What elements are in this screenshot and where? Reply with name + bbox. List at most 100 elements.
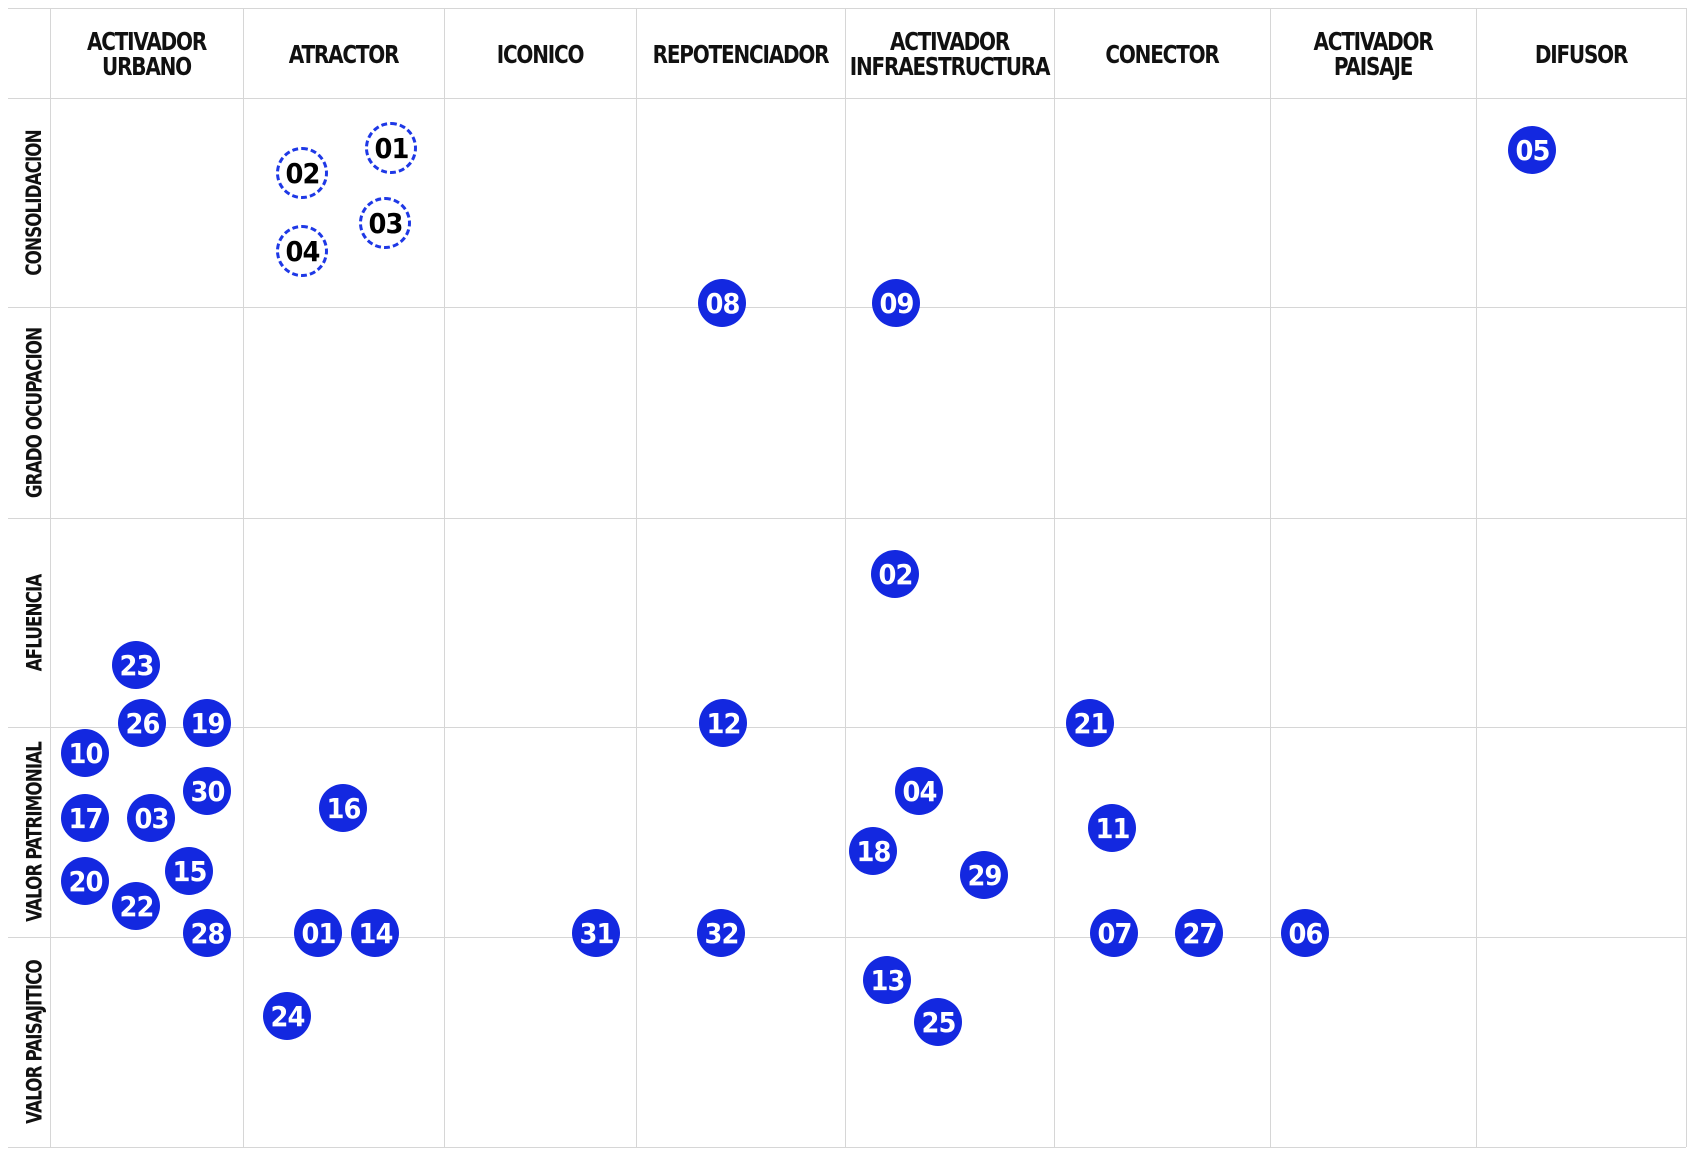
marker-label: 20	[67, 864, 103, 898]
column-header: ICONICO	[496, 39, 585, 69]
grid-vline	[845, 8, 846, 1147]
grid-hline	[8, 98, 1686, 99]
grid-vline	[1686, 8, 1687, 1147]
marker: 29	[960, 851, 1008, 899]
marker-label: 02	[877, 557, 913, 591]
marker-label: 02	[284, 156, 320, 190]
marker: 05	[1508, 126, 1556, 174]
grid-hline	[8, 8, 1686, 9]
marker-label: 12	[705, 706, 741, 740]
grid-vline	[1270, 8, 1271, 1147]
marker-label: 13	[869, 963, 905, 997]
marker: 16	[319, 784, 367, 832]
row-header-label: VALOR PAISAJITICO	[22, 960, 46, 1124]
marker-label: 27	[1181, 916, 1217, 950]
marker-label: 14	[357, 916, 393, 950]
row-header-label: GRADO OCUPACION	[22, 327, 47, 498]
marker: 20	[61, 857, 109, 905]
marker: 28	[183, 909, 231, 957]
grid-vline	[636, 8, 637, 1147]
grid-vline	[444, 8, 445, 1147]
marker: 03	[127, 794, 175, 842]
marker-label: 16	[325, 791, 361, 825]
grid-vline	[1476, 8, 1477, 1147]
marker: 01	[294, 909, 342, 957]
grid-hline	[8, 1147, 1686, 1148]
column-header: ATRACTOR	[288, 39, 400, 69]
marker-label: 17	[67, 801, 103, 835]
marker-label: 01	[373, 131, 409, 165]
grid-hline	[8, 727, 1686, 728]
marker-label: 31	[578, 916, 614, 950]
column-header: ACTIVADOR URBANO	[86, 27, 207, 81]
marker: 02	[871, 550, 919, 598]
column-header: REPOTENCIADOR	[652, 39, 830, 69]
marker: 09	[872, 279, 920, 327]
marker-label: 03	[133, 801, 169, 835]
marker: 17	[61, 794, 109, 842]
column-header: DIFUSOR	[1534, 39, 1629, 69]
row-header-label: AFLUENCIA	[22, 574, 47, 671]
marker-label: 08	[704, 286, 740, 320]
marker-label: 18	[855, 834, 891, 868]
marker-label: 25	[920, 1005, 956, 1039]
grid-vline	[243, 8, 244, 1147]
dashed-marker: 03	[359, 197, 411, 249]
marker-label: 10	[67, 736, 103, 770]
dashed-marker: 01	[365, 122, 417, 174]
marker-label: 24	[269, 999, 305, 1033]
marker: 07	[1090, 909, 1138, 957]
marker-label: 04	[284, 234, 320, 268]
marker: 19	[183, 699, 231, 747]
marker-label: 23	[118, 648, 154, 682]
marker-label: 11	[1094, 811, 1130, 845]
marker-label: 19	[189, 706, 225, 740]
marker-label: 05	[1514, 133, 1550, 167]
dashed-marker: 04	[276, 225, 328, 277]
marker-label: 03	[367, 206, 403, 240]
marker: 31	[572, 909, 620, 957]
marker: 08	[698, 279, 746, 327]
marker-label: 04	[901, 774, 937, 808]
marker-label: 26	[124, 706, 160, 740]
marker-label: 06	[1287, 916, 1323, 950]
marker: 14	[351, 909, 399, 957]
marker: 04	[895, 767, 943, 815]
row-header-label: CONSOLIDACION	[22, 129, 46, 276]
marker: 21	[1066, 699, 1114, 747]
marker-label: 01	[300, 916, 336, 950]
marker: 26	[118, 699, 166, 747]
column-header: ACTIVADOR PAISAJE	[1313, 27, 1433, 81]
marker-label: 30	[189, 774, 225, 808]
marker-label: 22	[118, 889, 154, 923]
marker-label: 32	[703, 916, 739, 950]
marker: 13	[863, 956, 911, 1004]
marker: 15	[165, 847, 213, 895]
marker: 06	[1281, 909, 1329, 957]
grid-hline	[8, 307, 1686, 308]
grid-hline	[8, 937, 1686, 938]
marker: 23	[112, 641, 160, 689]
dashed-marker: 02	[276, 147, 328, 199]
row-header-label: VALOR PATRIMONIAL	[22, 742, 46, 922]
marker: 10	[61, 729, 109, 777]
grid-vline	[50, 8, 51, 1147]
column-header: CONECTOR	[1105, 39, 1219, 69]
grid-hline	[8, 518, 1686, 519]
marker: 32	[697, 909, 745, 957]
marker-label: 15	[171, 854, 207, 888]
marker: 22	[112, 882, 160, 930]
marker-label: 07	[1096, 916, 1132, 950]
column-header: ACTIVADOR INFRAESTRUCTURA	[849, 27, 1051, 81]
marker: 25	[914, 998, 962, 1046]
marker: 12	[699, 699, 747, 747]
marker-label: 29	[966, 858, 1002, 892]
marker-label: 09	[878, 286, 914, 320]
marker: 30	[183, 767, 231, 815]
marker: 27	[1175, 909, 1223, 957]
marker: 24	[263, 992, 311, 1040]
marker-label: 28	[189, 916, 225, 950]
grid-vline	[1054, 8, 1055, 1147]
marker: 18	[849, 827, 897, 875]
